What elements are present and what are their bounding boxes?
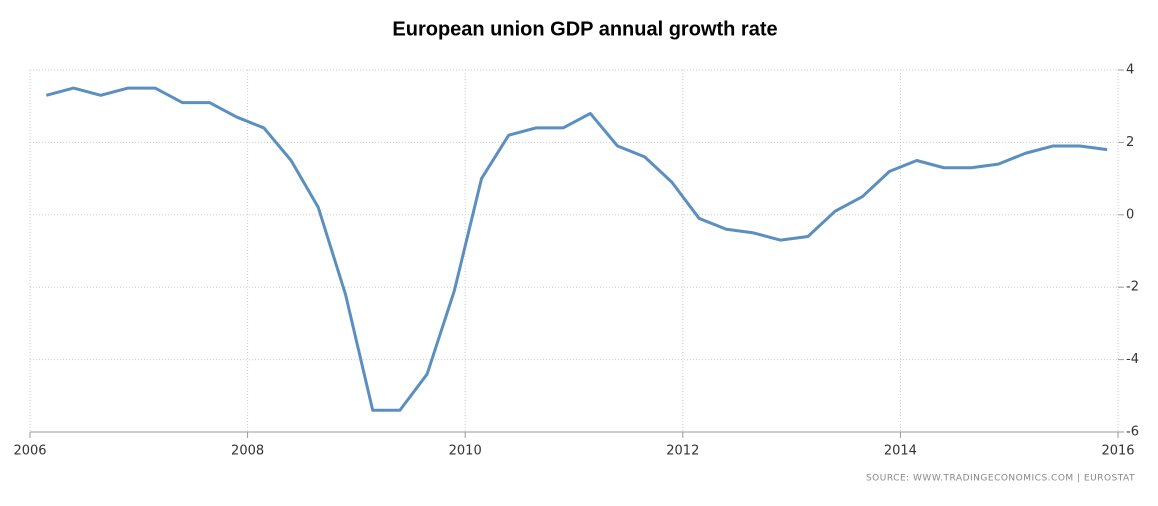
y-tick-label: -6 xyxy=(1126,425,1139,440)
y-tick-label: -2 xyxy=(1126,280,1139,295)
y-tick-label: 4 xyxy=(1126,63,1134,78)
x-tick-label: 2008 xyxy=(231,444,264,459)
x-tick-label: 2016 xyxy=(1101,444,1134,459)
y-tick-label: -4 xyxy=(1126,352,1139,367)
source: SOURCE: WWW.TRADINGECONOMICS.COM | EUROS… xyxy=(866,474,1135,484)
y-tick-label: 2 xyxy=(1126,135,1134,150)
chart-title: European union GDP annual growth rate xyxy=(392,18,777,40)
y-tick-label: 0 xyxy=(1126,207,1134,222)
x-tick-label: 2010 xyxy=(449,444,482,459)
x-tick-label: 2012 xyxy=(666,444,699,459)
line xyxy=(45,86,1108,412)
x-tick-label: 2014 xyxy=(884,444,917,459)
x-tick-label: 2006 xyxy=(13,444,46,459)
